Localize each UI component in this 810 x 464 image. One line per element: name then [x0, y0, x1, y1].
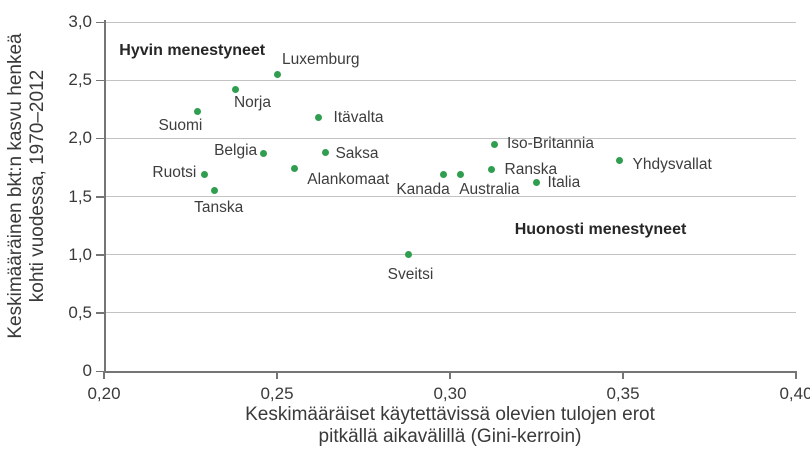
data-point-ruotsi [200, 170, 208, 178]
y-tick-label: 1,0 [68, 244, 92, 264]
data-point-suomi [193, 108, 201, 116]
y-tick-mark [96, 196, 104, 198]
data-point-ranska [488, 166, 496, 174]
gridline [104, 196, 796, 197]
x-tick-mark [103, 371, 105, 379]
gridline [104, 79, 796, 81]
point-label: Yhdysvallat [632, 156, 712, 174]
x-tick-mark [449, 371, 451, 379]
y-tick-label: 3,0 [68, 12, 92, 31]
point-label: Iso-Britannia [506, 135, 594, 153]
point-label: Itävalta [333, 109, 384, 127]
data-point-belgia [259, 149, 267, 157]
y-tick-mark [96, 79, 104, 82]
data-point-kanada [439, 170, 447, 178]
data-point-saksa [321, 148, 329, 156]
x-axis-title-line1: Keskimääräiset käytettävissä olevien tul… [245, 404, 655, 425]
y-axis-title: Keskimääräinen bkt:n kasvu henkeä kohti … [5, 33, 49, 338]
point-label: Italia [547, 173, 581, 191]
point-label: Saksa [335, 145, 379, 163]
x-tick-label: 0,25 [260, 384, 294, 403]
point-label: Luxemburg [282, 51, 360, 69]
point-label: Ranska [504, 160, 558, 178]
y-axis-title-line1: Keskimääräinen bkt:n kasvu henkeä [5, 33, 26, 339]
annotation-huonosti-menestyneet: Huonosti menestyneet [514, 221, 687, 239]
point-label: Norja [233, 94, 271, 112]
point-label: Ruotsi [152, 164, 197, 182]
point-label: Kanada [396, 181, 450, 199]
gridline [104, 312, 796, 314]
x-tick-mark [795, 371, 797, 379]
data-point-australia [456, 170, 464, 178]
x-axis-title: Keskimääräiset käytettävissä olevien tul… [104, 404, 796, 448]
y-tick-mark [96, 254, 104, 256]
x-tick-mark [622, 371, 624, 379]
y-tick-label: 2,0 [68, 128, 92, 148]
point-label: Belgia [214, 142, 258, 160]
data-point-italia [533, 179, 540, 187]
x-tick-label: 0,35 [606, 384, 640, 403]
gridline [104, 137, 796, 139]
data-point-yhdysvallat [616, 156, 624, 164]
y-tick-label: 1,5 [68, 186, 92, 206]
y-tick-label: 0,5 [68, 302, 92, 322]
x-tick-label: 0,40 [779, 384, 810, 403]
x-tick-label: 0,30 [433, 384, 467, 403]
point-label: Australia [459, 181, 520, 199]
y-tick-mark [96, 370, 104, 372]
point-label: Alankomaat [307, 170, 390, 188]
data-point-sveitsi [404, 251, 412, 259]
y-tick-mark [96, 312, 104, 314]
y-tick-label: 0 [82, 361, 92, 380]
annotation-hyvin-menestyneet: Hyvin menestyneet [119, 42, 266, 60]
gridline [104, 21, 796, 23]
x-axis-title-line2: pitkällä aikavälillä (Gini-kerroin) [318, 426, 582, 447]
gridline [104, 254, 796, 256]
x-tick-mark [276, 371, 278, 379]
y-tick-mark [96, 137, 104, 140]
point-label: Sveitsi [387, 265, 434, 283]
data-point-luxemburg [273, 70, 281, 78]
point-label: Tanska [194, 198, 244, 216]
data-point-iso-britannia [491, 140, 499, 148]
y-tick-label: 2,5 [68, 70, 92, 90]
data-point-norja [231, 85, 239, 93]
data-point-tanska [211, 187, 219, 195]
data-point-itvalta [315, 113, 323, 121]
x-tick-label: 0,20 [87, 384, 121, 403]
data-point-alankomaat [290, 165, 298, 173]
point-label: Suomi [158, 116, 203, 134]
y-axis-line [104, 20, 106, 371]
y-tick-mark [96, 21, 104, 23]
